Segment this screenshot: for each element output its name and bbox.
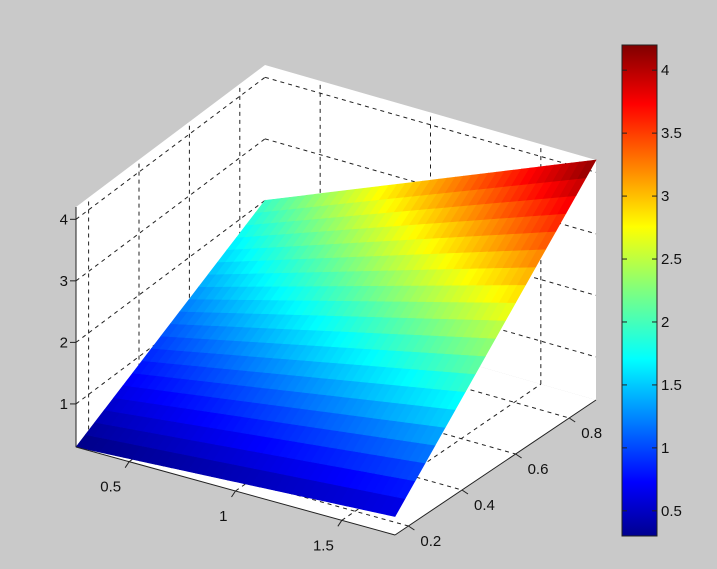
grid-line: [264, 138, 597, 235]
surface: [75, 159, 597, 517]
x-tick-mark: [124, 461, 130, 468]
x-tick-label: 0.5: [100, 479, 121, 496]
surface-patch: [577, 159, 597, 180]
colorbar-tick-label: 4: [661, 62, 669, 79]
colorbar-scale: [621, 44, 658, 537]
y-tick-label: 0.4: [474, 497, 495, 514]
x-tick-mark: [231, 490, 236, 498]
y-tick-label: 0.2: [420, 533, 441, 550]
x-tick-mark: [337, 520, 343, 527]
colorbar-tick-label: 2: [661, 314, 669, 331]
colorbar-tick-label: 2.5: [661, 251, 682, 268]
y-tick-label: 0.8: [581, 425, 602, 442]
colorbar-ticks: 0.5 1 1.5 2 2.5 3 3.5 4: [622, 62, 682, 520]
colorbar-tick-label: 3: [661, 188, 669, 205]
axes-3d: 0.5 1 1.5 0.2 0.4 0.6 0.8 1 2 3 4: [60, 65, 602, 554]
colorbar-tick-label: 1.5: [661, 377, 682, 394]
colorbar: 0.5 1 1.5 2 2.5 3 3.5 4: [621, 44, 682, 537]
grid-line: [264, 76, 597, 173]
y-tick-label: 0.6: [528, 461, 549, 478]
y-tick-mark: [408, 525, 415, 531]
y-tick-mark: [461, 489, 469, 495]
tick-labels: 0.5 1 1.5 0.2 0.4 0.6 0.8 1 2 3 4: [60, 211, 602, 554]
y-tick-mark: [568, 417, 576, 423]
y-tick-mark: [515, 453, 522, 459]
z-tick-label: 4: [60, 211, 68, 228]
x-tick-label: 1: [219, 508, 227, 525]
colorbar-tick-label: 3.5: [661, 125, 682, 142]
y-axis-line: [394, 399, 597, 536]
colorbar-tick-label: 1: [661, 440, 669, 457]
z-tick-label: 2: [60, 334, 68, 351]
colorbar-tick-label: 0.5: [661, 503, 682, 520]
z-tick-label: 1: [60, 396, 68, 413]
x-tick-label: 1.5: [313, 537, 334, 554]
left-pane: [76, 65, 265, 447]
z-tick-label: 3: [60, 273, 68, 290]
